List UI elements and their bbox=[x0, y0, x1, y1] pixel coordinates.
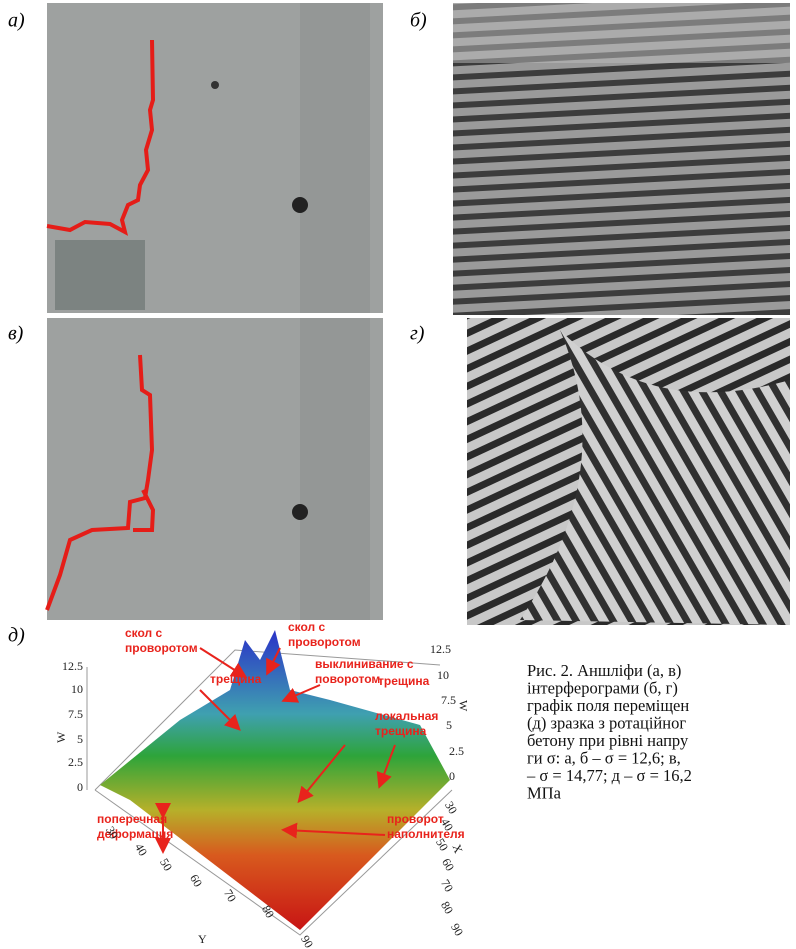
pore bbox=[211, 81, 219, 89]
pore bbox=[292, 504, 308, 520]
photo-shade bbox=[300, 3, 370, 313]
annotation: проворот bbox=[387, 812, 444, 826]
annotation: выклинивание с bbox=[315, 657, 414, 671]
annotation: трещина bbox=[375, 724, 427, 738]
tick-label: 7.5 bbox=[68, 707, 83, 721]
tick-label: 0 bbox=[77, 780, 83, 794]
tick-label: 5 bbox=[446, 718, 452, 732]
annotation: трещина bbox=[378, 674, 430, 688]
tick-label: 60 bbox=[187, 872, 205, 889]
tick-label: 40 bbox=[132, 841, 150, 858]
tick-label: 2.5 bbox=[68, 755, 83, 769]
panel-label: д) bbox=[8, 625, 25, 647]
annotation: проворотом bbox=[288, 635, 361, 649]
caption-line: бетону при рівні напру bbox=[527, 731, 689, 750]
figure: а)б)в)г)д)скол спроворотомскол спроворот… bbox=[0, 0, 796, 949]
tick-label: 12.5 bbox=[62, 659, 83, 673]
tick-label: 10 bbox=[71, 682, 83, 696]
annotation: трещина bbox=[210, 672, 262, 686]
axis-label: W bbox=[456, 700, 470, 712]
photo-shade bbox=[300, 318, 370, 620]
panel-label: а) bbox=[8, 10, 25, 32]
annotation: скол с bbox=[288, 620, 326, 634]
panel-label: г) bbox=[410, 323, 425, 345]
tick-label: 2.5 bbox=[449, 744, 464, 758]
annotation: наполнителя bbox=[387, 827, 465, 841]
tick-label: 10 bbox=[437, 668, 449, 682]
tick-label: 60 bbox=[439, 856, 457, 873]
annotation: локальная bbox=[375, 709, 438, 723]
panel-label: б) bbox=[410, 10, 427, 32]
annotation: проворотом bbox=[125, 641, 198, 655]
caption-line: Рис. 2. Аншліфи (а, в) bbox=[527, 661, 681, 680]
caption-line: інтерферограми (б, г) bbox=[527, 678, 678, 697]
annotation: поперечная bbox=[97, 812, 167, 826]
photo-shade bbox=[55, 240, 145, 310]
tick-label: 0 bbox=[449, 769, 455, 783]
caption-line: – σ = 14,77; д – σ = 16,2 bbox=[526, 766, 692, 785]
panel-label: в) bbox=[8, 323, 24, 345]
page: а)б)в)г)д)скол спроворотомскол спроворот… bbox=[0, 0, 796, 949]
tick-label: 30 bbox=[442, 799, 460, 816]
tick-label: 7.5 bbox=[441, 693, 456, 707]
caption-line: МПа bbox=[527, 783, 562, 802]
tick-label: 90 bbox=[448, 921, 466, 938]
tick-label: 5 bbox=[77, 732, 83, 746]
tick-label: 90 bbox=[298, 933, 316, 949]
axis-label: Y bbox=[198, 932, 207, 946]
axis-label: X bbox=[450, 842, 466, 855]
caption-line: (д) зразка з ротаційног bbox=[527, 713, 686, 732]
tick-label: 50 bbox=[157, 856, 175, 873]
caption-line: ги σ: а, б – σ = 12,6; в, bbox=[527, 748, 681, 767]
pore bbox=[292, 197, 308, 213]
tick-label: 70 bbox=[438, 877, 456, 894]
interferogram-shade bbox=[453, 3, 790, 63]
caption-line: графік поля переміщен bbox=[527, 696, 689, 715]
axis-label: W bbox=[54, 731, 68, 743]
tick-label: 12.5 bbox=[430, 642, 451, 656]
annotation: поворотом bbox=[315, 672, 380, 686]
annotation: скол с bbox=[125, 626, 163, 640]
tick-label: 80 bbox=[438, 899, 456, 916]
